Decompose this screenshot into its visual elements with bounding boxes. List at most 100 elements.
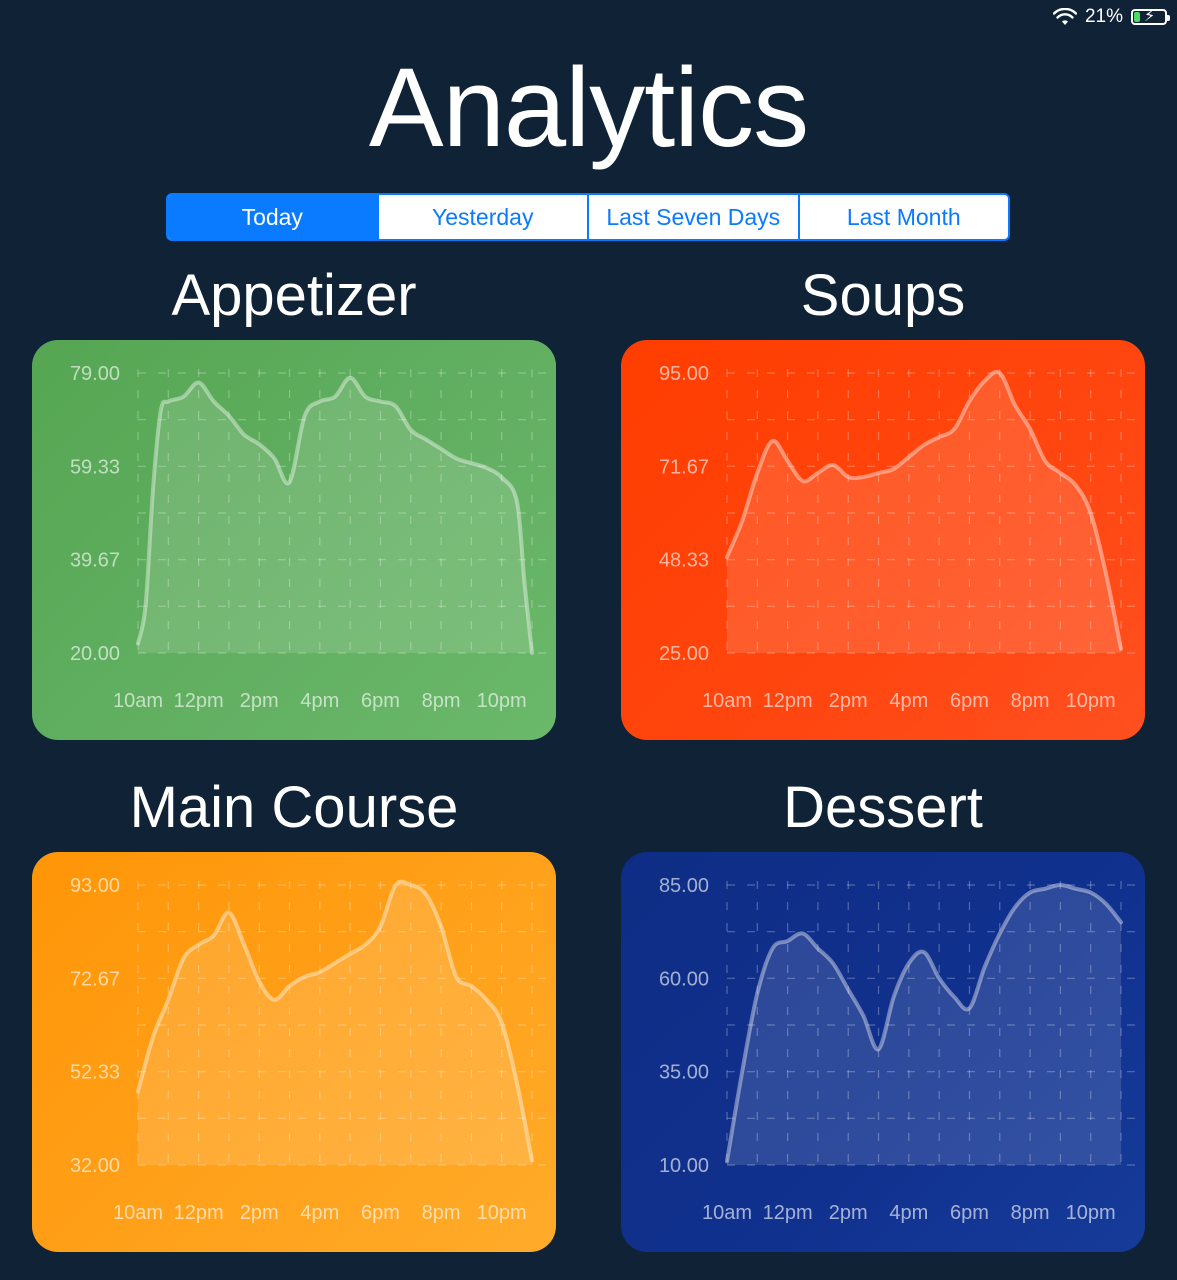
data-point bbox=[454, 975, 458, 979]
series-line bbox=[136, 879, 534, 1163]
data-point bbox=[166, 400, 170, 404]
data-point bbox=[755, 471, 759, 475]
data-point bbox=[968, 1006, 972, 1010]
data-point bbox=[454, 456, 458, 460]
appetizer-chart: 20.00 39.67 59.33 79.00 10am 12pm 2pm 4pm 6pm 8pm… bbox=[70, 363, 546, 712]
data-point bbox=[288, 480, 292, 484]
data-point bbox=[182, 395, 186, 399]
data-point bbox=[288, 984, 292, 988]
data-point bbox=[1058, 883, 1062, 887]
data-point bbox=[892, 467, 896, 471]
y-tick-label: 72.67 bbox=[70, 968, 120, 990]
data-point bbox=[469, 984, 473, 988]
y-tick-label: 59.33 bbox=[70, 456, 120, 478]
data-point bbox=[530, 1158, 534, 1162]
x-tick-label: 12pm bbox=[763, 690, 813, 712]
data-point bbox=[318, 970, 322, 974]
data-point bbox=[500, 1021, 504, 1025]
series-area bbox=[138, 377, 532, 653]
data-point bbox=[182, 956, 186, 960]
data-point bbox=[303, 414, 307, 418]
data-point bbox=[515, 1080, 519, 1084]
data-point bbox=[1043, 459, 1047, 463]
tab-today[interactable]: Today bbox=[168, 195, 377, 239]
data-point bbox=[861, 475, 865, 479]
x-tick-label: 2pm bbox=[829, 690, 868, 712]
date-range-segmented-control[interactable]: Today Yesterday Last Seven Days Last Mon… bbox=[166, 193, 1010, 241]
data-point bbox=[348, 376, 352, 380]
x-tick-label: 10pm bbox=[477, 690, 527, 712]
x-tick-label: 10pm bbox=[477, 1202, 527, 1224]
y-tick-label: 52.33 bbox=[70, 1062, 120, 1084]
data-point bbox=[136, 642, 140, 646]
tab-yesterday[interactable]: Yesterday bbox=[376, 195, 587, 239]
battery-icon: ⚡ bbox=[1131, 8, 1170, 25]
data-point bbox=[892, 995, 896, 999]
x-tick-label: 10am bbox=[113, 690, 163, 712]
data-point bbox=[227, 414, 231, 418]
data-point bbox=[485, 998, 489, 1002]
grid bbox=[137, 369, 546, 661]
x-tick-label: 2pm bbox=[240, 1202, 279, 1224]
tab-last-seven-days[interactable]: Last Seven Days bbox=[587, 195, 798, 239]
series-area bbox=[138, 881, 532, 1165]
x-tick-label: 6pm bbox=[361, 1202, 400, 1224]
y-tick-label: 48.33 bbox=[659, 550, 709, 572]
data-point bbox=[515, 499, 519, 503]
status-bar: 21% ⚡ bbox=[1052, 4, 1170, 30]
wifi-icon bbox=[1052, 8, 1077, 25]
data-point bbox=[318, 400, 322, 404]
data-point bbox=[846, 988, 850, 992]
data-point bbox=[212, 400, 216, 404]
data-point bbox=[786, 939, 790, 943]
data-point bbox=[151, 485, 155, 489]
x-tick-label: 6pm bbox=[950, 690, 989, 712]
x-tick-label: 8pm bbox=[1011, 690, 1050, 712]
page-title: Analytics bbox=[368, 45, 809, 170]
data-point bbox=[363, 943, 367, 947]
x-tick-label: 12pm bbox=[763, 1202, 813, 1224]
soups-title: Soups bbox=[800, 263, 966, 328]
data-point bbox=[952, 427, 956, 431]
data-point bbox=[394, 883, 398, 887]
y-tick-label: 71.67 bbox=[659, 456, 709, 478]
data-point bbox=[500, 475, 504, 479]
data-point bbox=[409, 883, 413, 887]
x-tick-label: 4pm bbox=[889, 690, 928, 712]
data-point bbox=[439, 447, 443, 451]
dessert-chart: 10.00 35.00 60.00 85.00 10am 12pm 2pm 4pm 6pm 8pm… bbox=[659, 875, 1135, 1224]
y-tick-label: 20.00 bbox=[70, 643, 120, 665]
y-tick-label: 95.00 bbox=[659, 363, 709, 385]
y-tick-label: 39.67 bbox=[70, 550, 120, 572]
x-tick-label: 10am bbox=[113, 1202, 163, 1224]
x-tick-label: 8pm bbox=[422, 1202, 461, 1224]
data-point bbox=[801, 932, 805, 936]
data-point bbox=[937, 435, 941, 439]
data-point bbox=[363, 395, 367, 399]
data-point bbox=[907, 961, 911, 965]
data-point bbox=[725, 1159, 729, 1163]
data-point bbox=[740, 519, 744, 523]
y-tick-label: 85.00 bbox=[659, 875, 709, 897]
data-point bbox=[816, 947, 820, 951]
y-tick-label: 93.00 bbox=[70, 875, 120, 897]
grid bbox=[726, 881, 1135, 1173]
data-point bbox=[1104, 571, 1108, 575]
data-point bbox=[197, 381, 201, 385]
data-point bbox=[424, 437, 428, 441]
x-tick-label: 12pm bbox=[174, 1202, 224, 1224]
tab-last-month[interactable]: Last Month bbox=[797, 195, 1008, 239]
data-point bbox=[1013, 403, 1017, 407]
x-tick-label: 8pm bbox=[422, 690, 461, 712]
data-point bbox=[1119, 647, 1123, 651]
x-tick-label: 2pm bbox=[829, 1202, 868, 1224]
data-point bbox=[257, 442, 261, 446]
data-point bbox=[877, 471, 881, 475]
data-point bbox=[144, 604, 148, 608]
data-point bbox=[1043, 887, 1047, 891]
data-point bbox=[831, 463, 835, 467]
data-point bbox=[424, 892, 428, 896]
data-point bbox=[922, 950, 926, 954]
data-point bbox=[998, 932, 1002, 936]
data-point bbox=[257, 979, 261, 983]
